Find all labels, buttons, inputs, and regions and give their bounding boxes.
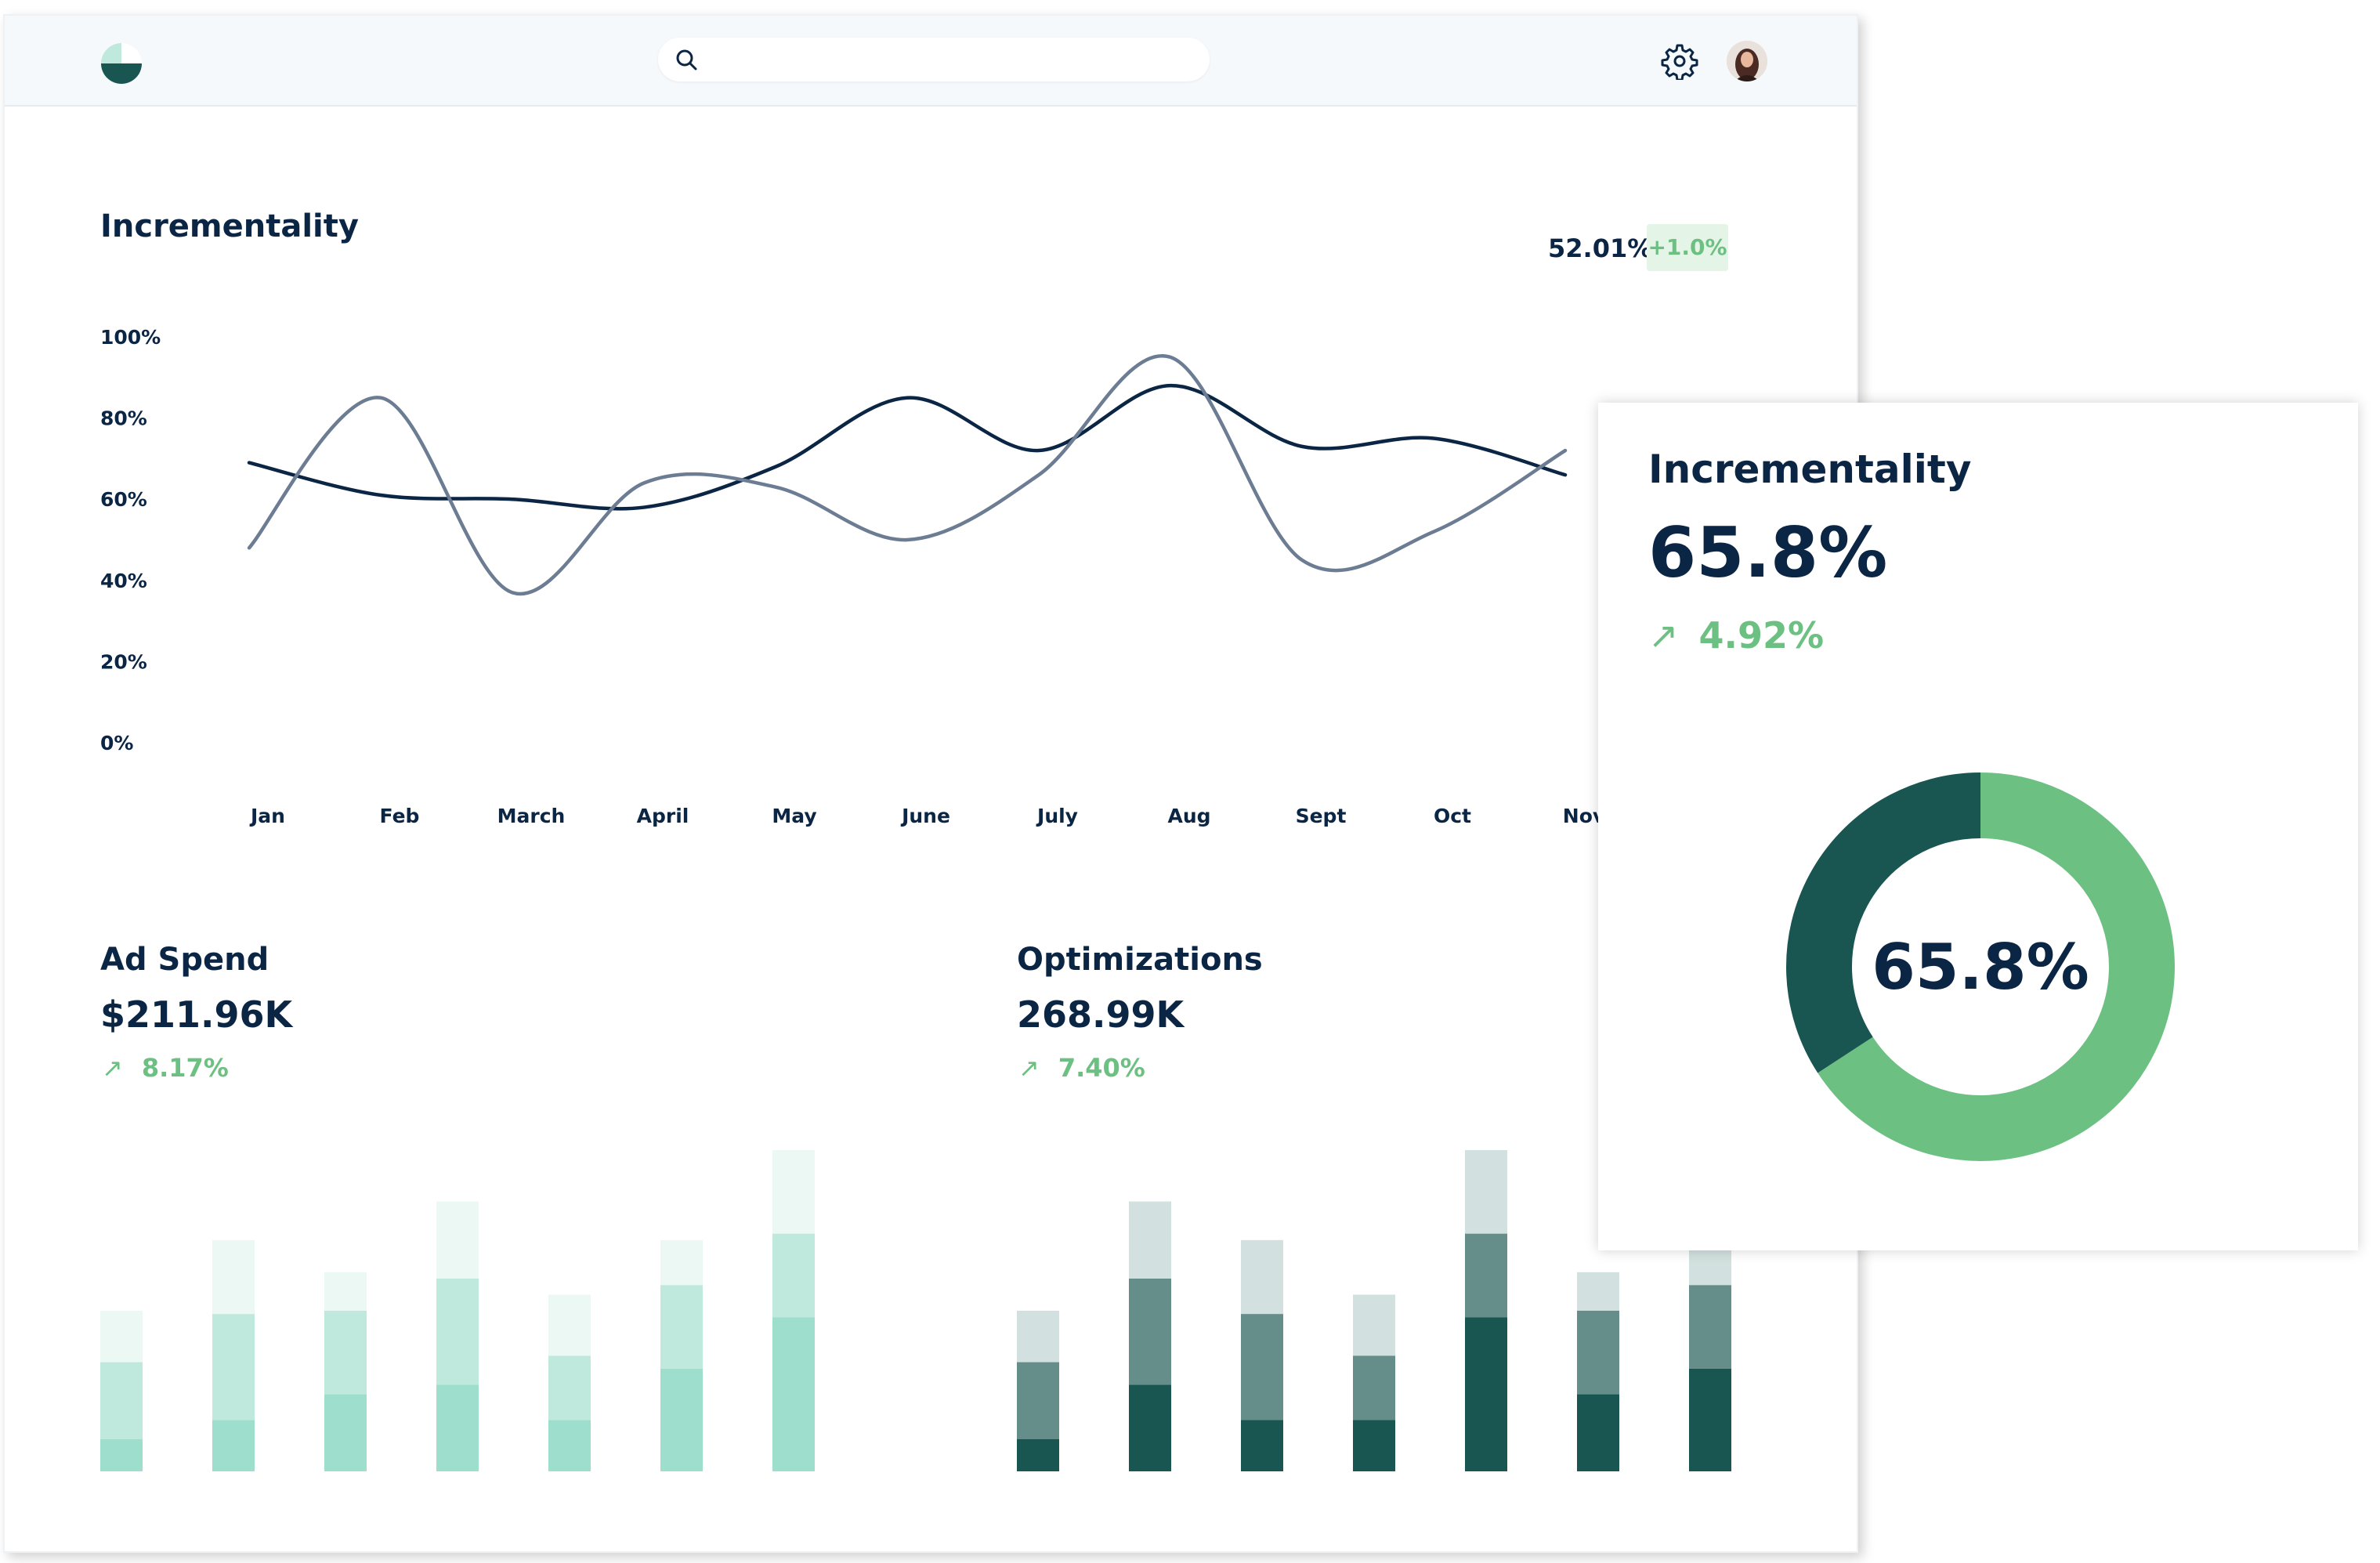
bar-segment: [324, 1311, 367, 1395]
bar-segment: [1017, 1311, 1059, 1362]
y-tick-label: 40%: [100, 570, 147, 592]
bar-segment: [1241, 1314, 1283, 1420]
bar-segment: [660, 1368, 703, 1471]
x-tick-label: June: [900, 805, 950, 827]
x-tick-label: Aug: [1167, 805, 1210, 827]
incrementality-card: Incrementality 65.8% ↗ 4.92% 65.8%: [1598, 403, 2358, 1250]
bar-segment: [1353, 1294, 1395, 1356]
card-title: Incrementality: [1648, 447, 1972, 492]
incrementality-title: Incrementality: [100, 208, 359, 244]
donut-center-label: 65.8%: [1872, 930, 2089, 1004]
x-tick-label: July: [1036, 805, 1078, 827]
arrow-up-right-icon: ↗: [1018, 1053, 1040, 1083]
x-tick-label: Oct: [1434, 805, 1471, 827]
bar-segment: [1129, 1201, 1171, 1279]
y-tick-label: 100%: [100, 326, 161, 349]
user-avatar[interactable]: [1727, 41, 1767, 81]
bar-segment: [1577, 1272, 1619, 1311]
avatar-portrait-icon: [1727, 41, 1767, 81]
card-change-value: 4.92%: [1698, 614, 1825, 657]
bar-segment: [1577, 1394, 1619, 1471]
incrementality-change-badge: +1.0%: [1647, 224, 1728, 271]
bar-segment: [1241, 1239, 1283, 1315]
x-tick-label: March: [497, 805, 566, 827]
incrementality-donut-chart: [1786, 772, 2175, 1161]
bar-segment: [1689, 1285, 1731, 1369]
bar-segment: [1241, 1420, 1283, 1471]
bar-segment: [548, 1355, 591, 1420]
bar-segment: [436, 1201, 479, 1279]
ad-spend-bar-chart: [100, 1150, 815, 1471]
bar-segment: [436, 1279, 479, 1385]
bar-segment: [212, 1239, 255, 1315]
bar-segment: [324, 1394, 367, 1471]
optimizations-value: 268.99K: [1017, 993, 1185, 1036]
bar-segment: [1577, 1311, 1619, 1395]
gear-icon[interactable]: [1661, 42, 1698, 80]
bar-segment: [100, 1311, 143, 1362]
bar-segment: [548, 1294, 591, 1356]
bar-segment: [100, 1362, 143, 1439]
search-bar[interactable]: [658, 38, 1210, 81]
card-change: ↗ 4.92%: [1648, 614, 1824, 657]
bar-segment: [1353, 1420, 1395, 1471]
series-line-1: [247, 383, 1568, 511]
card-value: 65.8%: [1648, 512, 1888, 593]
bar-segment: [1465, 1233, 1507, 1318]
bar-segment: [212, 1420, 255, 1471]
donut-slice-2: [1786, 772, 1981, 1073]
bar-segment: [772, 1317, 815, 1471]
bar-segment: [1465, 1150, 1507, 1234]
ad-spend-change: ↗ 8.17%: [102, 1053, 229, 1083]
dashboard-window: Incrementality 52.01% +1.0% 0% 20% 40% 60% 8…: [3, 14, 1858, 1553]
bar-segment: [1465, 1317, 1507, 1471]
top-bar: [5, 16, 1857, 107]
y-tick-label: 80%: [100, 407, 147, 430]
y-tick-label: 0%: [100, 732, 133, 754]
y-tick-label: 60%: [100, 488, 147, 511]
y-tick-label: 20%: [100, 650, 147, 673]
bar-segment: [1129, 1279, 1171, 1385]
donut-slice-1: [1818, 772, 2175, 1161]
series-line-2: [247, 353, 1568, 596]
x-tick-label: May: [772, 805, 816, 827]
bar-segment: [324, 1272, 367, 1311]
ad-spend-title: Ad Spend: [100, 942, 269, 978]
pie-logo-icon[interactable]: [99, 41, 144, 86]
arrow-up-right-icon: ↗: [1648, 614, 1679, 657]
bar-segment: [212, 1314, 255, 1420]
optimizations-change: ↗ 7.40%: [1018, 1053, 1145, 1083]
bar-segment: [436, 1384, 479, 1471]
bar-segment: [1353, 1355, 1395, 1420]
x-tick-label: Sept: [1296, 805, 1347, 827]
bar-segment: [548, 1420, 591, 1471]
ad-spend-change-value: 8.17%: [141, 1053, 229, 1083]
arrow-up-right-icon: ↗: [102, 1053, 123, 1083]
incrementality-value: 52.01%: [1548, 233, 1653, 263]
ad-spend-value: $211.96K: [100, 993, 293, 1036]
x-tick-label: April: [637, 805, 689, 827]
optimizations-change-value: 7.40%: [1058, 1053, 1145, 1083]
bar-segment: [1017, 1362, 1059, 1439]
bar-segment: [100, 1439, 143, 1471]
bar-segment: [1017, 1439, 1059, 1471]
x-tick-label: Jan: [249, 805, 285, 827]
x-tick-label: Feb: [380, 805, 420, 827]
incrementality-line-chart: 0% 20% 40% 60% 80% 100% Jan Feb March April May Jun…: [100, 326, 1605, 827]
bar-segment: [1689, 1368, 1731, 1471]
bar-segment: [772, 1150, 815, 1234]
optimizations-title: Optimizations: [1017, 942, 1263, 978]
bar-segment: [660, 1285, 703, 1369]
bar-segment: [1129, 1384, 1171, 1471]
optimizations-bar-chart: [1017, 1150, 1731, 1471]
bar-segment: [660, 1239, 703, 1286]
search-icon[interactable]: [674, 47, 699, 72]
bar-segment: [772, 1233, 815, 1318]
